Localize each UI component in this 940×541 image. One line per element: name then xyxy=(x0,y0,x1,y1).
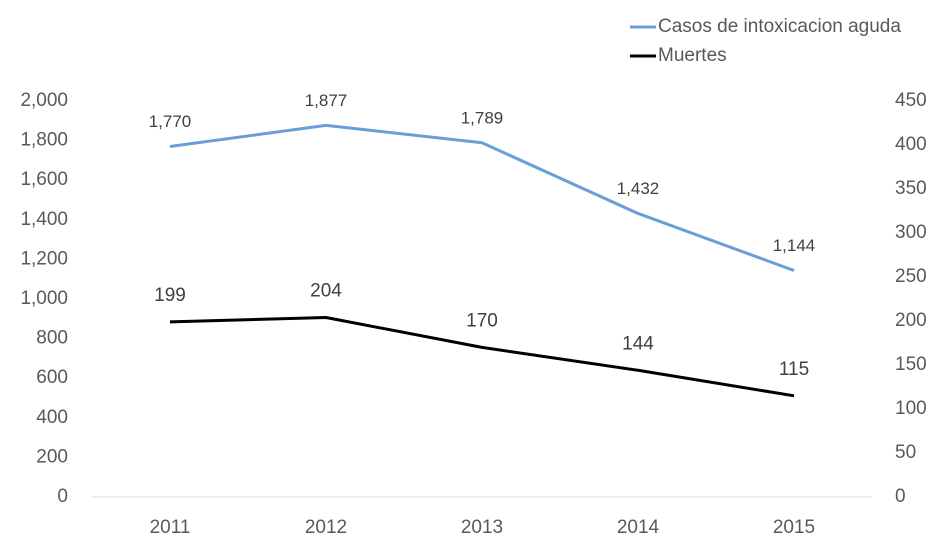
legend-label: Muertes xyxy=(658,45,727,66)
data-label: 204 xyxy=(310,280,342,301)
y-tick-label: 400 xyxy=(36,407,68,428)
y2-tick-label: 400 xyxy=(895,134,927,155)
x-tick-label: 2011 xyxy=(150,517,191,538)
y2-tick-label: 100 xyxy=(895,398,927,419)
y2-tick-label: 150 xyxy=(895,354,927,375)
y-tick-label: 200 xyxy=(36,446,68,467)
data-label: 1,432 xyxy=(617,179,660,198)
y-tick-label: 0 xyxy=(57,486,68,507)
series-line xyxy=(169,123,795,272)
y-tick-label: 2,000 xyxy=(20,90,68,111)
y-tick-label: 1,000 xyxy=(20,288,68,309)
y2-tick-label: 450 xyxy=(895,90,927,111)
y-tick-label: 1,800 xyxy=(20,130,68,151)
y2-tick-label: 0 xyxy=(895,486,906,507)
y-tick-label: 1,400 xyxy=(20,209,68,230)
x-tick-label: 2012 xyxy=(305,517,347,538)
y2-tick-label: 200 xyxy=(895,310,927,331)
y-tick-label: 1,600 xyxy=(20,169,68,190)
x-tick-label: 2013 xyxy=(461,517,503,538)
data-label: 144 xyxy=(622,333,654,354)
y-tick-label: 800 xyxy=(36,328,68,349)
y2-tick-label: 50 xyxy=(895,442,916,463)
x-tick-label: 2014 xyxy=(617,517,660,538)
series-line xyxy=(169,315,795,398)
y2-tick-label: 350 xyxy=(895,178,927,199)
data-label: 115 xyxy=(779,359,809,380)
data-label: 1,144 xyxy=(773,236,816,255)
y-tick-label: 600 xyxy=(36,367,68,388)
x-tick-label: 2015 xyxy=(773,517,815,538)
data-label: 1,770 xyxy=(149,112,192,131)
data-label: 1,789 xyxy=(461,108,504,127)
y2-tick-label: 300 xyxy=(895,222,927,243)
data-label: 1,877 xyxy=(305,91,348,110)
legend-label: Casos de intoxicacion aguda xyxy=(658,16,901,37)
y-tick-label: 1,200 xyxy=(20,248,68,269)
y2-tick-label: 250 xyxy=(895,266,927,287)
data-label: 170 xyxy=(466,310,498,331)
data-label: 199 xyxy=(154,285,186,306)
